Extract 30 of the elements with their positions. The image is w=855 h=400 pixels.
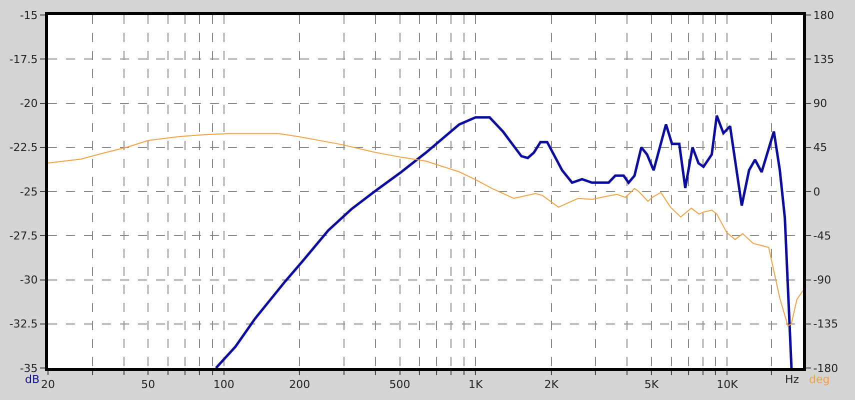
y2-tick-label: 45: [813, 141, 828, 154]
y2-tick-label: -45: [813, 229, 832, 242]
y-tick-label: -35: [20, 362, 38, 375]
y-tick-label: -30: [20, 274, 38, 287]
y-tick-label: -22.5: [9, 141, 38, 154]
x-tick-label: 500: [389, 378, 410, 392]
y-tick-label: -27.5: [9, 229, 38, 242]
x-tick-label: 2K: [544, 378, 560, 392]
y-tick-label: -17.5: [9, 52, 38, 66]
x-tick-label: 50: [141, 378, 156, 392]
x-tick-label: 1K: [468, 378, 484, 392]
y-tick-label: -25: [20, 185, 38, 198]
x-tick-label: 5K: [644, 378, 660, 392]
y-tick-label: -15: [20, 8, 38, 22]
y2-tick-label: -180: [813, 362, 838, 375]
x-axis-title: Hz: [785, 373, 800, 386]
y-tick-label: -20: [20, 97, 38, 110]
x-tick-label: 100: [213, 378, 234, 392]
y2-tick-label: 135: [813, 52, 834, 66]
y2-tick-label: -90: [813, 274, 832, 287]
y2-tick-label: 0: [813, 185, 820, 198]
x-tick-label: 10K: [716, 378, 739, 392]
y-axis-title: dB: [25, 373, 40, 386]
y2-tick-label: 90: [813, 97, 828, 110]
y2-tick-label: -135: [813, 318, 838, 331]
y2-axis-title: deg: [809, 373, 830, 386]
y-tick-label: -32.5: [9, 318, 38, 331]
x-tick-label: 20: [41, 378, 55, 392]
x-tick-label: 200: [289, 378, 310, 392]
y2-tick-label: 180: [813, 8, 834, 22]
